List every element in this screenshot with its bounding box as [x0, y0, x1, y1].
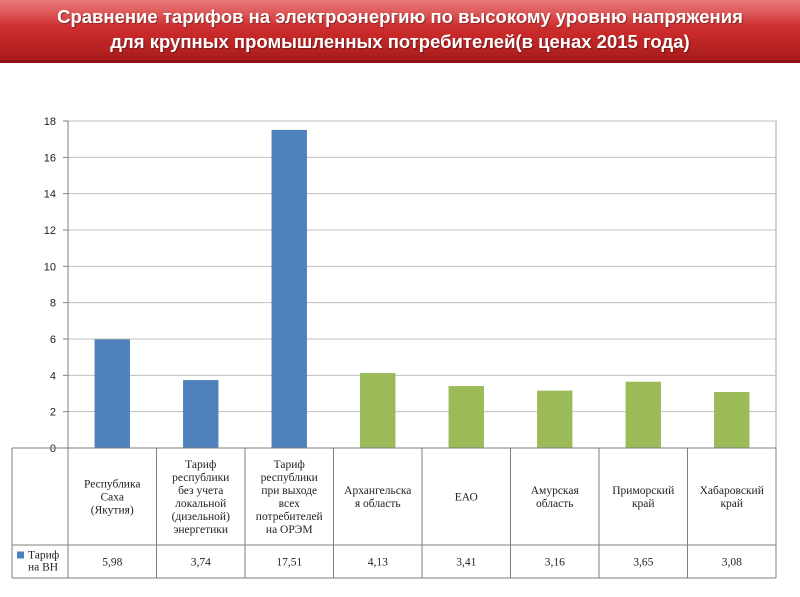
- x-category-label: Амурская область: [531, 485, 580, 510]
- data-table-value: 5,98: [102, 557, 122, 569]
- data-table-value: 3,65: [633, 557, 653, 569]
- bar: [714, 392, 750, 448]
- data-table-value: 3,08: [722, 557, 742, 569]
- x-category-label: ЕАО: [455, 492, 478, 504]
- bar: [448, 386, 484, 448]
- legend-label: Тариф на ВН: [28, 550, 60, 574]
- y-tick-label: 8: [50, 298, 56, 310]
- y-tick-label: 0: [50, 443, 56, 455]
- bar: [94, 339, 130, 448]
- y-tick-label: 18: [44, 116, 56, 128]
- y-tick-label: 10: [44, 261, 56, 273]
- bar: [360, 372, 396, 448]
- y-tick-label: 12: [44, 225, 56, 237]
- page-title-line-1: Сравнение тарифов на электроэнергию по в…: [57, 6, 743, 27]
- y-tick-label: 4: [50, 370, 56, 382]
- page-title-line-2: для крупных промышленных потребителей(в …: [110, 31, 690, 52]
- data-table-value: 3,74: [191, 557, 211, 569]
- title-banner: Сравнение тарифов на электроэнергию по в…: [0, 0, 800, 63]
- x-category-label: Тариф республики без учета локальной (дизель…: [172, 459, 231, 536]
- plot-area: [67, 120, 777, 449]
- bar: [537, 390, 573, 448]
- data-table-value: 17,51: [276, 557, 302, 569]
- y-tick-label: 14: [44, 189, 56, 201]
- bar: [625, 381, 661, 448]
- y-tick-label: 2: [50, 407, 56, 419]
- y-tick-label: 6: [50, 334, 56, 346]
- x-category-label: Республика Саха (Якутия): [84, 479, 140, 517]
- data-table-value: 3,41: [456, 557, 476, 569]
- data-table-value: 3,16: [545, 557, 565, 569]
- x-category-label: Хабаровский край: [700, 485, 764, 510]
- x-category-label: Приморский край: [612, 485, 674, 510]
- bar: [183, 380, 219, 448]
- data-table-value: 4,13: [368, 557, 388, 569]
- bar: [271, 129, 307, 448]
- x-category-label: Архангельска я область: [344, 485, 411, 510]
- y-tick-label: 16: [44, 152, 56, 164]
- x-category-label: Тариф республики при выходе всех потребителе…: [256, 459, 323, 536]
- legend-swatch: [17, 551, 24, 559]
- banner-gloss: [0, 0, 800, 26]
